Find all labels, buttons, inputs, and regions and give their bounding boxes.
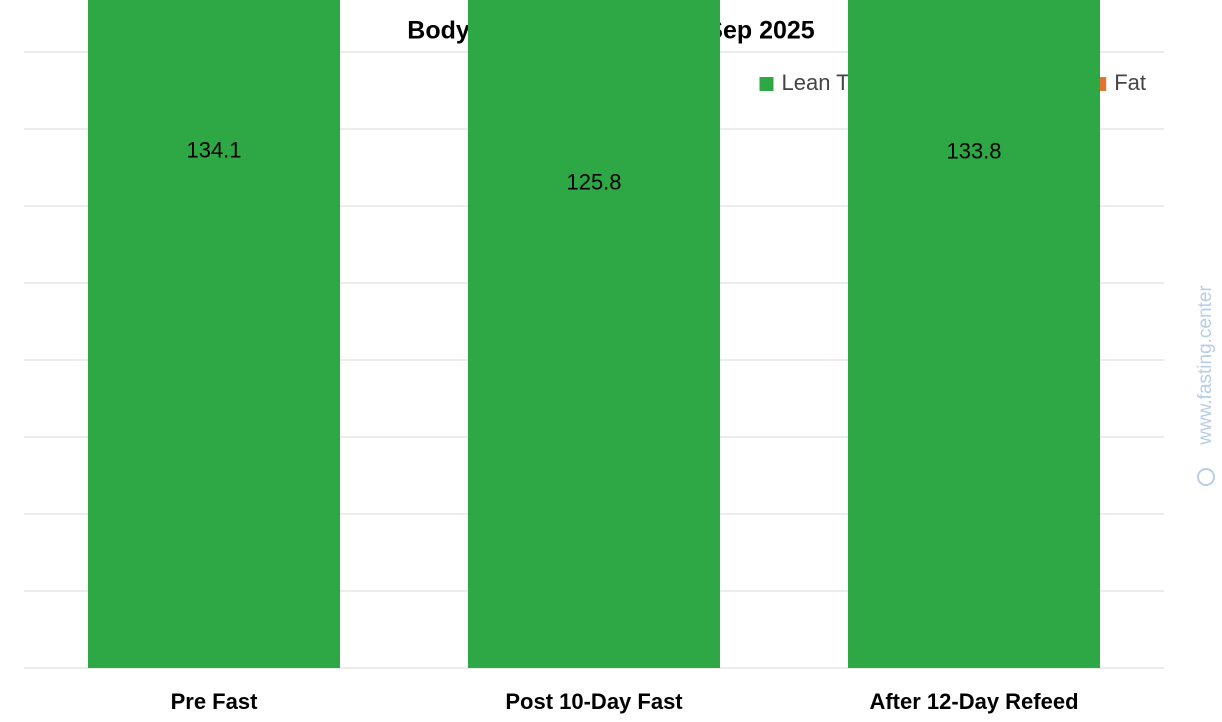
legend-label: Fat: [1114, 70, 1146, 95]
value-label: 125.8: [566, 169, 621, 194]
bar-segment: [468, 0, 720, 669]
watermark-icon: [1197, 468, 1215, 486]
bar-segment: [848, 0, 1100, 668]
watermark-text: www.fasting.center: [1195, 285, 1216, 446]
x-tick-label: Post 10-Day Fast: [505, 689, 683, 714]
value-label: 134.1: [186, 138, 241, 163]
legend-swatch: [759, 77, 774, 91]
x-tick-label: After 12-Day Refeed: [869, 689, 1078, 714]
value-label: 133.8: [946, 139, 1001, 164]
bar-segment: [88, 0, 340, 668]
watermark: www.fasting.center: [1195, 285, 1216, 486]
x-tick-label: Pre Fast: [171, 689, 258, 714]
